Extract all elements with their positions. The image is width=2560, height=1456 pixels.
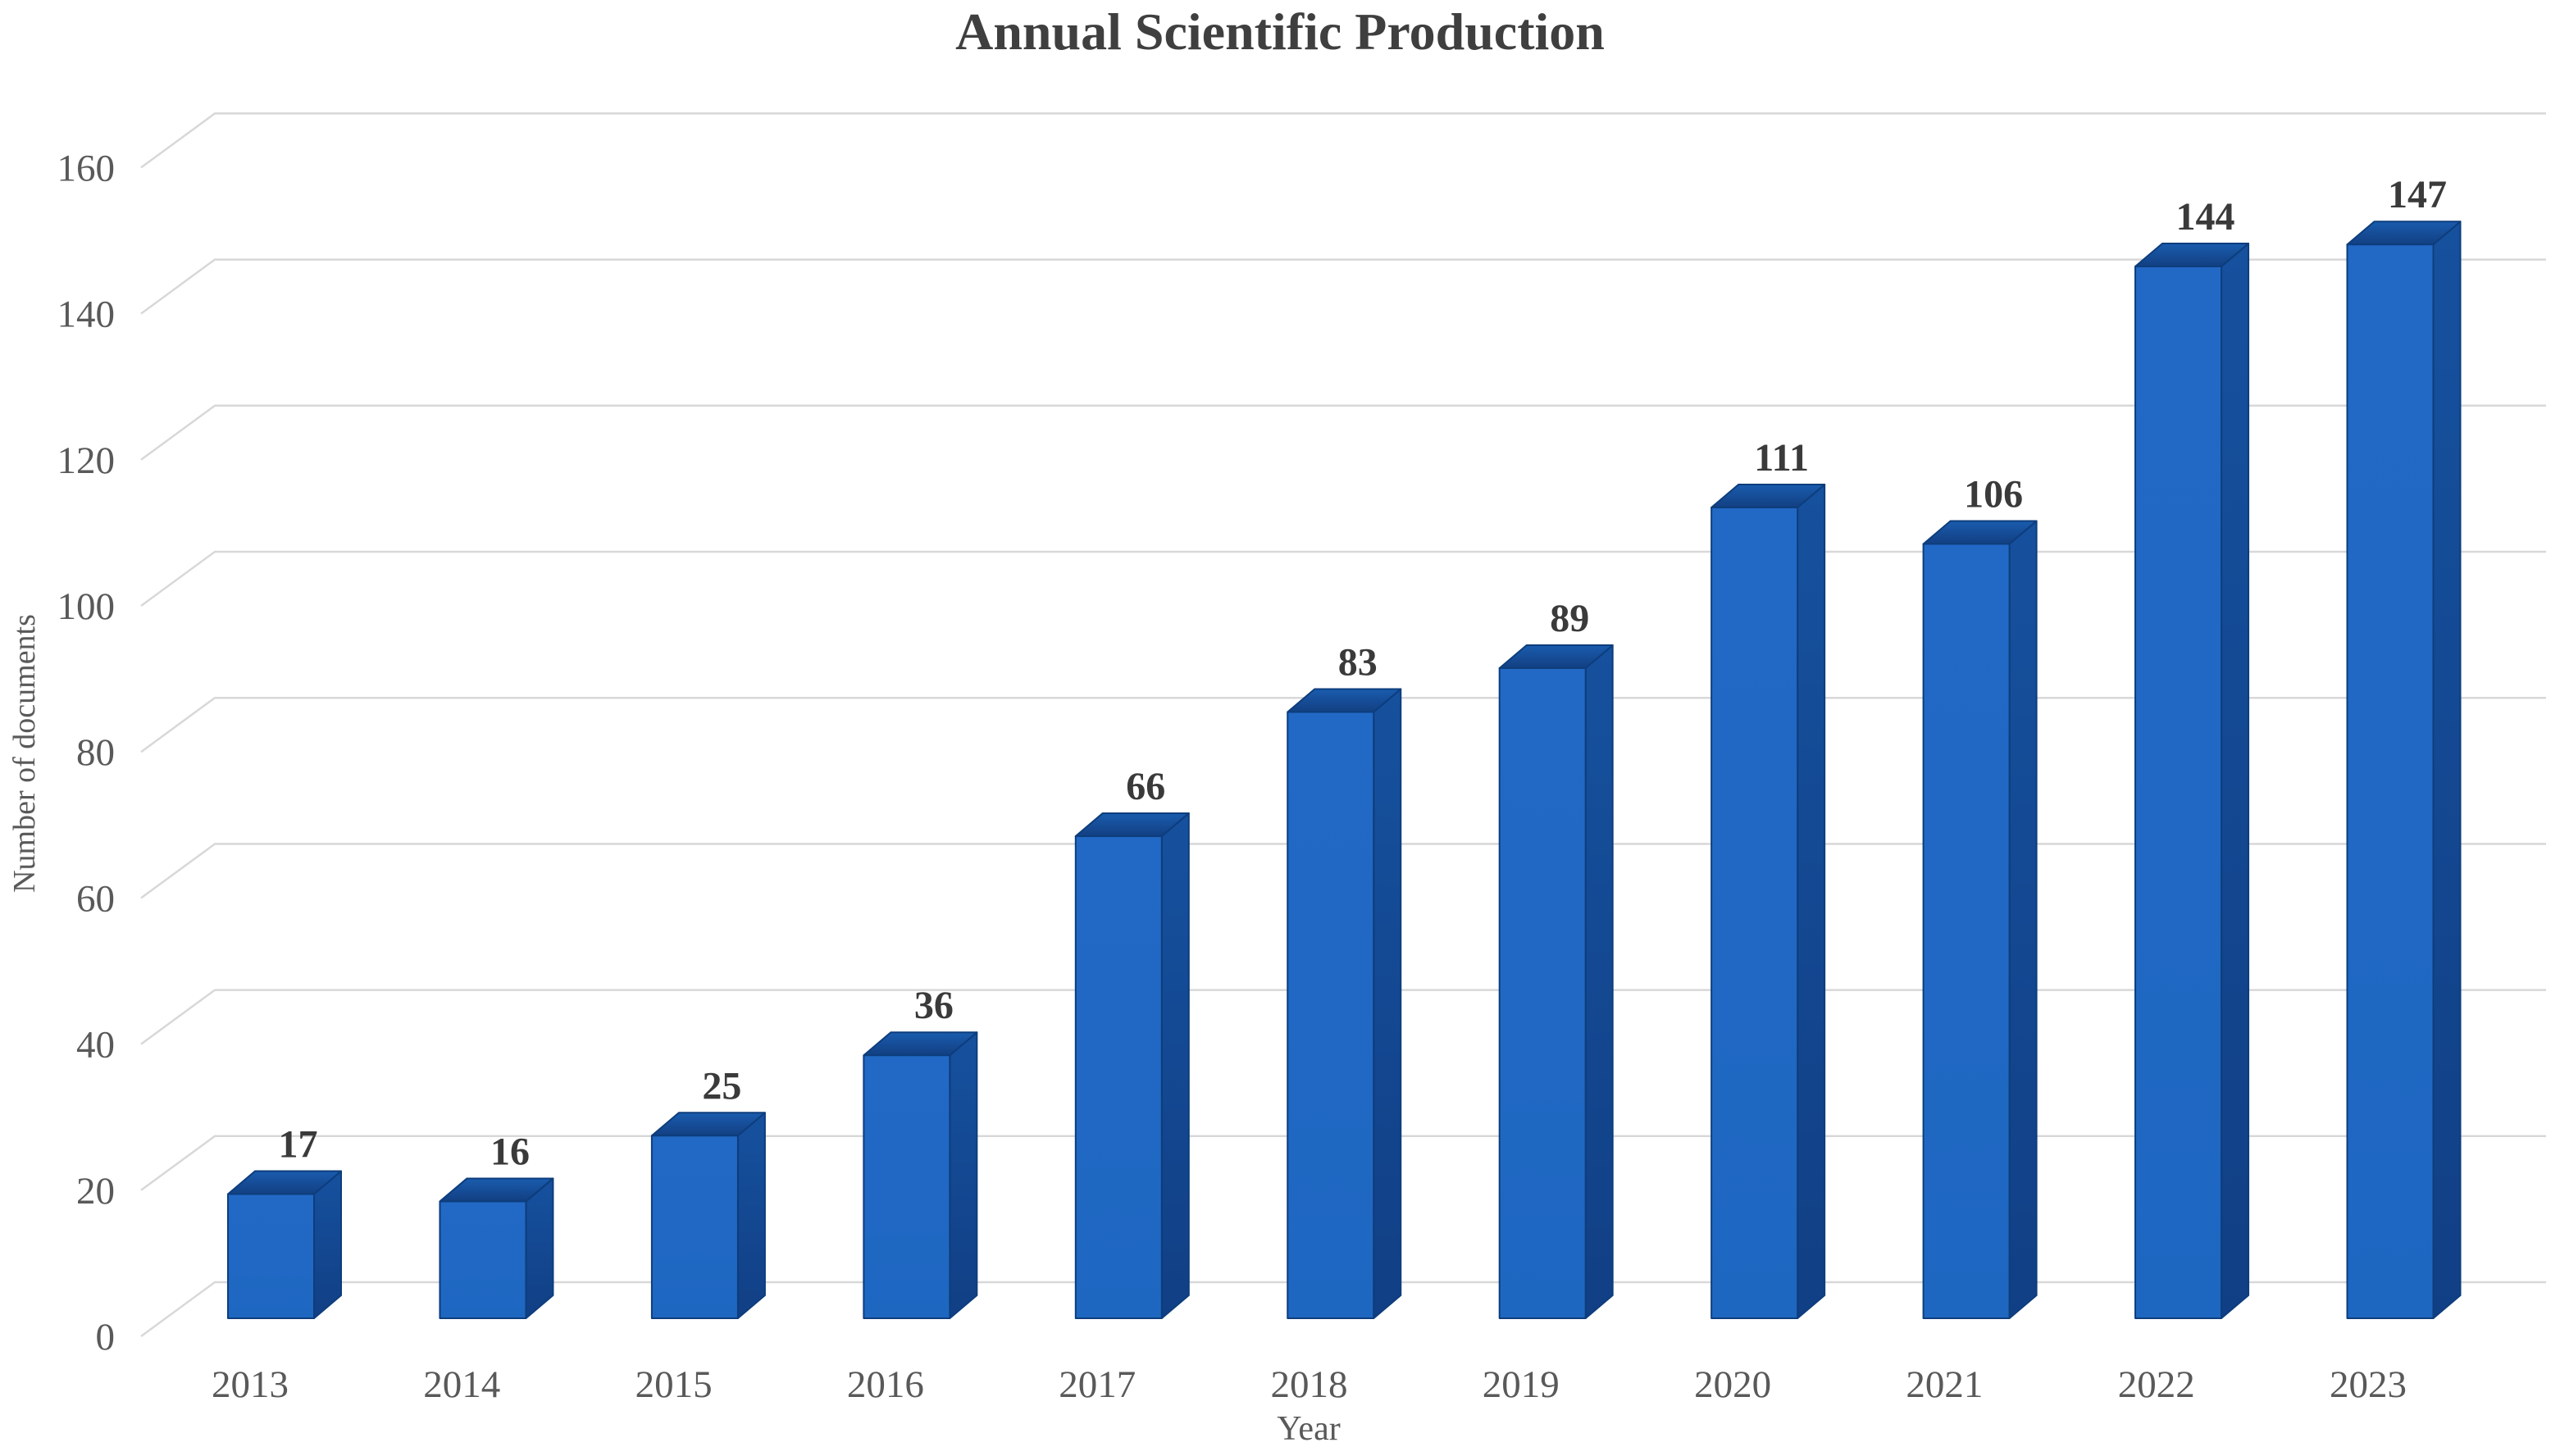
bar-2014 — [439, 1177, 554, 1319]
value-label-2014: 16 — [490, 1130, 530, 1173]
value-label-2019: 89 — [1550, 597, 1589, 640]
bar-front-face — [863, 1054, 951, 1319]
x-axis-title: Year — [1277, 1410, 1340, 1448]
gridline-140 — [140, 258, 2546, 315]
bar-side-face — [949, 1031, 978, 1319]
value-label-2018: 83 — [1338, 640, 1378, 684]
year-label-2018: 2018 — [1271, 1363, 1348, 1406]
y-tick-label-120: 120 — [57, 439, 116, 482]
year-label-2023: 2023 — [2330, 1363, 2407, 1406]
y-tick-label-100: 100 — [57, 585, 116, 628]
bar-2018 — [1287, 688, 1402, 1319]
bar-2017 — [1074, 812, 1190, 1319]
y-tick-label-0: 0 — [96, 1316, 116, 1358]
bar-2021 — [1922, 520, 2038, 1319]
bar-front-face — [1287, 711, 1375, 1319]
y-tick-label-20: 20 — [76, 1170, 115, 1213]
year-label-2017: 2017 — [1059, 1363, 1136, 1406]
value-label-2021: 106 — [1964, 473, 2023, 516]
bar-front-face — [227, 1193, 315, 1320]
bar-front-face — [1074, 835, 1163, 1319]
bar-side-face — [1797, 483, 1826, 1319]
bar-front-face — [2134, 265, 2223, 1320]
value-label-2013: 17 — [279, 1123, 318, 1167]
bar-side-face — [2432, 221, 2462, 1319]
bar-2022 — [2134, 242, 2250, 1320]
bar-front-face — [439, 1200, 527, 1319]
bar-2013 — [227, 1170, 342, 1320]
bar-front-face — [1710, 506, 1799, 1319]
gridlines-layer — [140, 112, 2546, 1338]
value-label-2020: 111 — [1754, 436, 1809, 480]
bar-side-face — [2008, 520, 2038, 1319]
gridline-160 — [140, 112, 2546, 169]
chart-title: Annual Scientific Production — [955, 2, 1605, 61]
year-label-2016: 2016 — [847, 1363, 924, 1406]
bar-front-face — [2346, 243, 2435, 1320]
value-label-2022: 144 — [2176, 195, 2235, 239]
bar-side-face — [1160, 812, 1190, 1319]
year-label-2021: 2021 — [1906, 1363, 1983, 1406]
year-label-2013: 2013 — [212, 1363, 289, 1406]
gridline-120 — [140, 404, 2546, 461]
value-label-2015: 25 — [702, 1064, 741, 1108]
value-label-2023: 147 — [2388, 173, 2447, 216]
y-tick-label-40: 40 — [76, 1024, 115, 1067]
value-label-2016: 36 — [914, 984, 954, 1027]
y-tick-label-140: 140 — [57, 293, 116, 336]
bar-side-face — [736, 1112, 766, 1319]
year-label-2019: 2019 — [1483, 1363, 1560, 1406]
year-label-2014: 2014 — [423, 1363, 500, 1406]
bar-front-face — [650, 1135, 739, 1319]
bar-side-face — [1584, 644, 1614, 1319]
year-label-2020: 2020 — [1694, 1363, 1771, 1406]
bar-side-face — [2221, 242, 2250, 1319]
y-tick-label-60: 60 — [76, 877, 115, 920]
bar-side-face — [1373, 688, 1402, 1319]
year-label-2022: 2022 — [2118, 1363, 2195, 1406]
bar-2023 — [2346, 221, 2462, 1320]
value-label-2017: 66 — [1126, 765, 1165, 808]
bar-front-face — [1498, 667, 1587, 1319]
y-tick-label-160: 160 — [57, 147, 116, 189]
bar-2019 — [1498, 644, 1614, 1319]
bar-2015 — [650, 1112, 766, 1319]
bar-2020 — [1710, 483, 1826, 1319]
year-label-2015: 2015 — [635, 1363, 713, 1406]
y-axis-title: Number of documents — [7, 614, 42, 893]
bar-front-face — [1922, 543, 2011, 1319]
labels-layer: 0 20 40 60 80 100 120 140 160 17 2013 16 2014 25 2015 3… — [57, 147, 2448, 1406]
bar-2016 — [863, 1031, 978, 1319]
bars-layer — [227, 221, 2462, 1320]
bar-side-face — [313, 1170, 342, 1319]
bar-side-face — [525, 1177, 554, 1319]
y-tick-label-80: 80 — [76, 731, 115, 774]
